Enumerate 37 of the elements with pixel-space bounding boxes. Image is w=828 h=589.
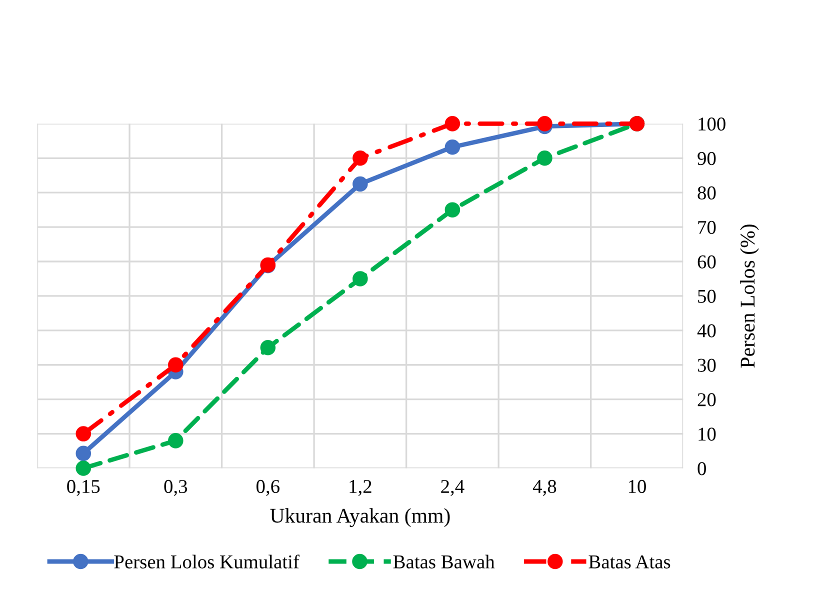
y-tick-label: 50 bbox=[698, 290, 716, 303]
x-tick-label: 2,4 bbox=[441, 480, 464, 496]
point bbox=[76, 460, 92, 476]
y-tick-label: 90 bbox=[698, 152, 716, 166]
point bbox=[168, 357, 184, 373]
x-tick-label: 4,8 bbox=[532, 480, 556, 496]
point bbox=[537, 150, 552, 166]
y-tick-label: 10 bbox=[698, 428, 716, 441]
point bbox=[444, 139, 460, 155]
y-tick-label: 80 bbox=[698, 186, 716, 200]
point bbox=[537, 116, 552, 132]
x-tick-label: 1,2 bbox=[350, 480, 372, 496]
y-tick-label: 30 bbox=[698, 358, 716, 372]
legend-label: Batas Atas bbox=[588, 555, 670, 568]
x-tick-label: 0,3 bbox=[164, 480, 188, 496]
point bbox=[260, 340, 276, 356]
point bbox=[76, 426, 92, 442]
point bbox=[352, 176, 368, 192]
x-tick-label: 0,15 bbox=[67, 480, 100, 496]
point bbox=[352, 271, 368, 286]
x-tick-label: 0,6 bbox=[256, 480, 280, 496]
y-tick-label: 60 bbox=[698, 255, 716, 268]
y-tick-label: 40 bbox=[697, 324, 716, 338]
y-tick-label: 20 bbox=[698, 393, 716, 406]
point bbox=[444, 202, 460, 218]
point bbox=[352, 150, 368, 166]
x-axis-title: Ukuran Ayakan (mm) bbox=[270, 508, 450, 528]
y-tick-label: 0 bbox=[698, 462, 706, 476]
x-tick-label: 10 bbox=[628, 480, 646, 494]
point bbox=[444, 116, 460, 132]
y-tick-label: 100 bbox=[698, 118, 726, 131]
y-tick-label: 70 bbox=[698, 220, 716, 234]
legend-label: Batas Bawah bbox=[393, 554, 495, 568]
y-axis-title: Persen Lolos (%) bbox=[740, 224, 759, 368]
legend-label: Persen Lolos Kumulatif bbox=[114, 554, 300, 568]
point bbox=[168, 433, 184, 448]
point bbox=[76, 446, 92, 462]
